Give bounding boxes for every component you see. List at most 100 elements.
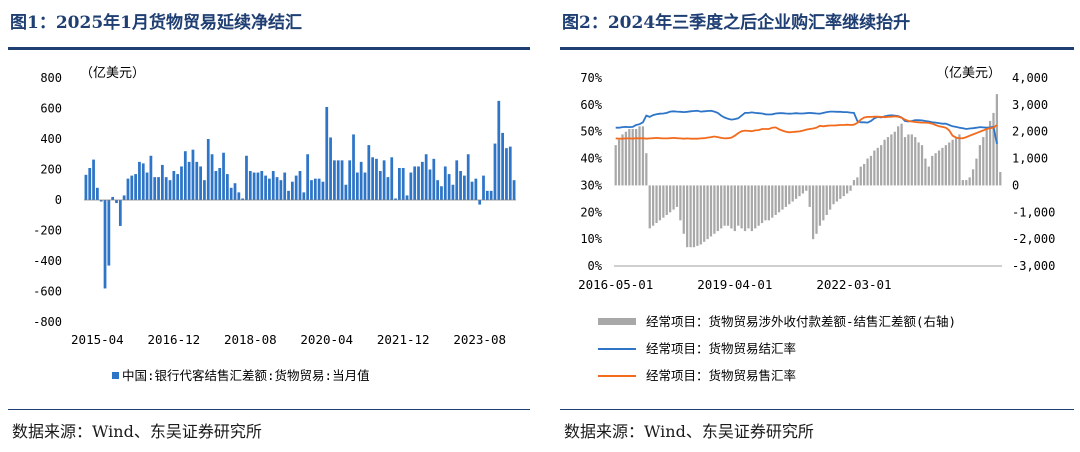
chart1-bar bbox=[237, 192, 241, 200]
chart2-bar bbox=[737, 185, 740, 226]
chart2-bar bbox=[805, 185, 808, 191]
chart2-bar bbox=[638, 126, 641, 186]
chart1-bar bbox=[386, 177, 390, 200]
chart1-bar bbox=[390, 157, 394, 200]
chart2-bar bbox=[828, 185, 832, 210]
chart1-legend-swatch bbox=[112, 372, 119, 379]
chart2-bar bbox=[648, 185, 651, 229]
chart2-bar bbox=[948, 142, 951, 186]
figure1-title-rule bbox=[8, 47, 530, 50]
chart1-bar bbox=[103, 200, 107, 289]
chart2-bar bbox=[709, 185, 713, 237]
chart2-bar bbox=[798, 185, 801, 197]
chart1-bar bbox=[279, 180, 283, 200]
chart2-bar bbox=[614, 145, 617, 186]
chart2-bar bbox=[631, 129, 634, 186]
chart2-ytick-right-label: 2,000 bbox=[1012, 125, 1048, 139]
chart1-bar bbox=[443, 166, 447, 200]
chart2-ytick-left-label: 0% bbox=[588, 259, 603, 273]
chart2-bar bbox=[617, 139, 621, 186]
figure1-source: 数据来源：Wind、东吴证券研究所 bbox=[12, 422, 262, 441]
chart1-bar bbox=[447, 174, 451, 200]
chart2-bar bbox=[954, 137, 958, 186]
chart1-bar bbox=[149, 155, 153, 200]
chart1-bar bbox=[394, 198, 397, 200]
chart1-bar bbox=[420, 161, 424, 200]
chart1-bar bbox=[160, 164, 164, 200]
chart2-bar bbox=[910, 134, 913, 186]
chart2-bar bbox=[852, 180, 856, 186]
chart2-bar bbox=[951, 139, 954, 186]
chart2-bar bbox=[781, 185, 784, 210]
chart2-bar bbox=[944, 145, 947, 186]
chart1-bar bbox=[176, 174, 180, 200]
chart2-bar bbox=[927, 166, 930, 186]
chart1-bar bbox=[497, 100, 501, 200]
chart1-bar bbox=[256, 172, 260, 200]
chart1-xtick-label: 2020-04 bbox=[300, 332, 353, 347]
figure1-source-rule bbox=[8, 409, 530, 410]
chart2-bar bbox=[961, 180, 964, 186]
chart1-ytick-label: -200 bbox=[33, 224, 62, 238]
chart1-ytick-label: 600 bbox=[40, 102, 62, 116]
chart2-bar bbox=[914, 137, 917, 186]
chart2-bar bbox=[777, 185, 781, 213]
chart2-bar bbox=[907, 134, 910, 186]
chart1-bar bbox=[225, 174, 229, 200]
chart1-bar bbox=[287, 190, 290, 200]
chart1-bar bbox=[371, 157, 375, 200]
chart1-bar bbox=[187, 161, 191, 200]
chart1-bar bbox=[164, 177, 168, 200]
chart1-bar bbox=[283, 172, 287, 200]
figure2-title-rule bbox=[560, 47, 1074, 50]
chart1-bar bbox=[275, 177, 279, 200]
chart2-ytick-right-label: -1,000 bbox=[1012, 205, 1055, 219]
chart1-unit-label: （亿美元） bbox=[80, 66, 145, 81]
chart1-bar bbox=[409, 172, 413, 200]
chart1-bar bbox=[138, 161, 141, 200]
figure2-chart: （亿美元） 70% 60% 50% 40% 30% 20% 10% 0% 4,000 3,000 2,… bbox=[578, 66, 1055, 383]
chart2-bar bbox=[859, 166, 862, 186]
chart1-bar bbox=[92, 159, 95, 200]
chart1-bar bbox=[470, 181, 474, 200]
chart1-bar bbox=[218, 167, 222, 200]
chart2-bar bbox=[743, 185, 747, 232]
chart2-bar bbox=[903, 137, 907, 186]
chart2-bar bbox=[764, 185, 767, 221]
chart2-bar bbox=[883, 139, 886, 186]
chart1-bar bbox=[310, 180, 313, 200]
chart1-bar bbox=[130, 175, 134, 200]
chart2-unit-label: （亿美元） bbox=[936, 66, 1001, 81]
chart1-xtick-label: 2018-08 bbox=[224, 332, 277, 347]
chart2-bar bbox=[839, 185, 842, 199]
chart2-bar bbox=[628, 129, 631, 186]
chart2-bar bbox=[723, 185, 726, 226]
chart2-bar bbox=[856, 177, 859, 186]
chart1-bar bbox=[294, 175, 298, 200]
chart2-bar bbox=[645, 153, 648, 186]
chart2-bar bbox=[621, 134, 624, 186]
chart1-bar bbox=[122, 195, 126, 200]
chart1-xtick-label: 2021-12 bbox=[377, 332, 430, 347]
chart2-xtick-label: 2016-05-01 bbox=[578, 277, 653, 292]
chart1-bar bbox=[241, 198, 245, 200]
chart1-bar bbox=[183, 151, 187, 200]
chart1-ytick-label: 800 bbox=[40, 71, 62, 85]
chart1-bar bbox=[298, 171, 302, 200]
chart2-bar bbox=[624, 131, 628, 186]
chart2-bar bbox=[655, 185, 658, 224]
chart2-bar bbox=[760, 185, 764, 224]
chart2-legend-label-diff: 经常项目：货物贸易涉外收付款差额-结售汇差额(右轴) bbox=[646, 314, 956, 329]
chart1-xtick-label: 2023-08 bbox=[453, 332, 506, 347]
chart2-ytick-right-label: -3,000 bbox=[1012, 259, 1055, 273]
chart1-bar bbox=[333, 160, 336, 200]
chart2-bar bbox=[699, 185, 702, 245]
chart1-bar bbox=[378, 171, 382, 200]
chart2-bar bbox=[679, 185, 682, 221]
chart1-bar bbox=[485, 190, 489, 200]
chart1-bar bbox=[329, 137, 332, 200]
chart1-bar bbox=[455, 160, 459, 200]
chart2-bar bbox=[866, 158, 869, 186]
chart2-bar bbox=[842, 185, 845, 197]
chart2-bar bbox=[658, 185, 662, 221]
